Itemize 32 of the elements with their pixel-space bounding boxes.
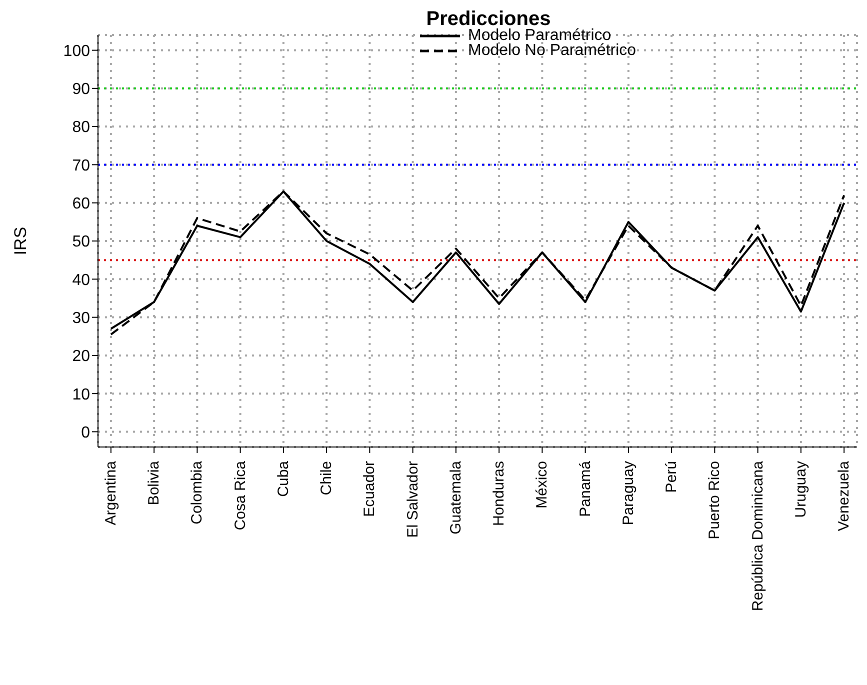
x-tick-label: Colombia — [188, 460, 206, 524]
x-tick-label: Panamá — [576, 460, 594, 517]
x-tick-label: Argentina — [102, 460, 120, 526]
y-tick-label: 90 — [72, 81, 90, 98]
y-tick-label: 10 — [72, 386, 90, 404]
y-tick-label: 50 — [72, 234, 90, 251]
y-tick-label: 40 — [72, 272, 90, 289]
y-tick-label: 70 — [72, 157, 90, 174]
y-tick-label: 20 — [72, 348, 90, 366]
x-tick-label: Paraguay — [620, 460, 637, 526]
x-tick-label: Venezuela — [836, 460, 853, 532]
x-tick-label: México — [534, 461, 551, 509]
x-tick-label: Ecuador — [361, 461, 378, 517]
y-tick-label: 60 — [72, 196, 90, 213]
y-tick-label: 80 — [72, 119, 90, 136]
x-tick-label: Perú — [663, 461, 680, 493]
x-tick-label: Uruguay — [792, 460, 810, 518]
y-tick-label: 0 — [81, 424, 90, 442]
legend-label: Modelo No Paramétrico — [468, 42, 636, 59]
legend-label: Modelo Paramétrico — [468, 27, 612, 44]
x-tick-label: Cosa Rica — [232, 460, 249, 530]
x-tick-label: Puerto Rico — [706, 461, 724, 540]
y-tick-label: 100 — [63, 42, 90, 60]
y-tick-label: 30 — [72, 310, 90, 327]
x-tick-label: Chile — [318, 461, 336, 496]
x-tick-label: Cuba — [274, 460, 292, 497]
x-tick-label: Honduras — [490, 461, 508, 526]
y-axis-title: IRS — [11, 226, 30, 256]
x-tick-label: El Salvador — [404, 461, 422, 538]
x-tick-label: Bolivia — [146, 460, 163, 506]
x-tick-label: Guatemala — [447, 460, 464, 534]
x-tick-label: República Dominicana — [749, 460, 766, 612]
